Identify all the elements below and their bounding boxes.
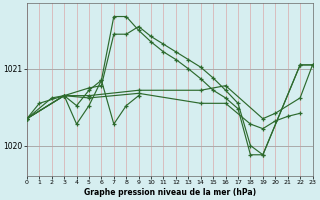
X-axis label: Graphe pression niveau de la mer (hPa): Graphe pression niveau de la mer (hPa) — [84, 188, 256, 197]
